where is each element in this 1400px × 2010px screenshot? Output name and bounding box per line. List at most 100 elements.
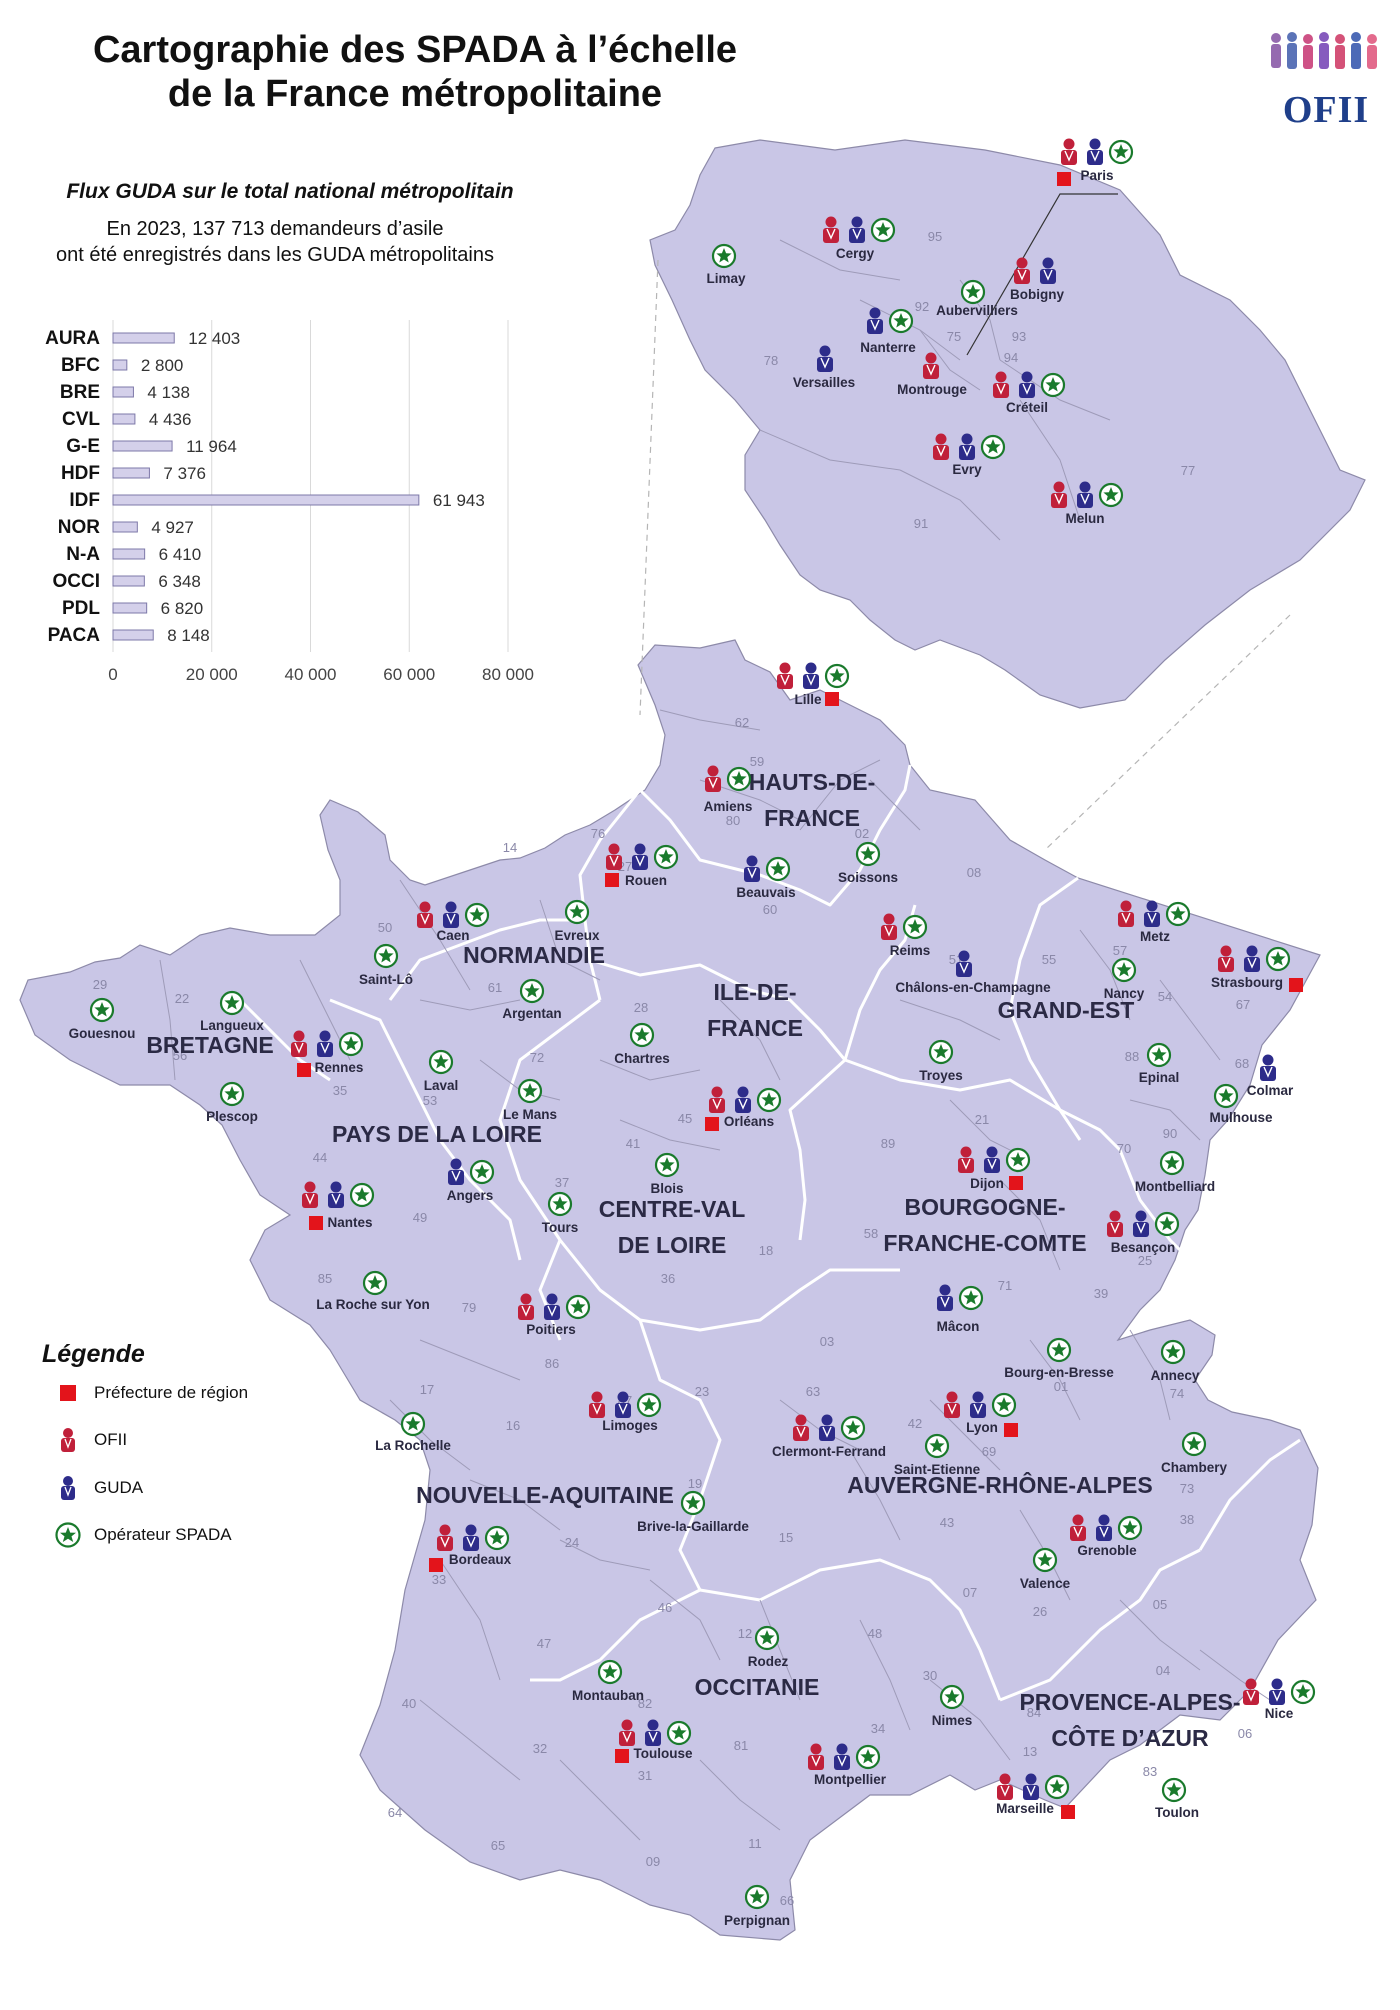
department-number: 16 (506, 1418, 520, 1433)
city-marker: Troyes (919, 1039, 963, 1083)
department-number: 63 (806, 1384, 820, 1399)
guda-person-icon (744, 855, 760, 882)
category-label: G-E (66, 436, 100, 457)
city-marker: Dijon (958, 1146, 1031, 1191)
city-label: Dijon (970, 1176, 1004, 1191)
category-label: HDF (61, 463, 100, 484)
guda-person-icon (1244, 945, 1260, 972)
city-label: Bordeaux (449, 1552, 512, 1567)
department-boundary (1129, 1099, 1201, 1141)
region-label: PAYS DE LA LOIRE (332, 1121, 542, 1147)
spada-star-icon (939, 1684, 965, 1710)
city-marker: Soissons (838, 841, 898, 885)
city-marker: Nancy (1104, 957, 1145, 1001)
department-number: 81 (734, 1738, 748, 1753)
ofii-person-icon (958, 1146, 974, 1173)
spada-star-icon (1159, 1150, 1185, 1176)
city-marker: Poitiers (518, 1293, 591, 1337)
spada-star-icon (1213, 1083, 1239, 1109)
guda-bar-chart: 0 20 000 40 000 60 000 80 000 AURA 12 403 BFC 2 … (45, 320, 534, 684)
region-boundary (999, 1548, 1201, 1702)
department-number: 14 (503, 840, 517, 855)
department-number: 70 (1117, 1141, 1131, 1156)
city-label: Rouen (625, 873, 667, 888)
spada-star-icon (754, 1625, 780, 1651)
category-label: AURA (45, 328, 100, 349)
department-boundary (419, 1699, 521, 1781)
city-label: Poitiers (526, 1322, 576, 1337)
department-boundary (859, 1619, 911, 1731)
paris-pointer-line (966, 193, 1118, 356)
guda-person-icon (632, 843, 648, 870)
title-line-1: Cartographie des SPADA à l’échelle (92, 29, 738, 71)
city-marker: Toulouse (615, 1719, 693, 1763)
city-marker: Perpignan (724, 1884, 790, 1928)
department-boundary (1029, 1339, 1081, 1421)
city-marker: Melun (1051, 481, 1124, 526)
city-marker: Montpellier (808, 1743, 887, 1787)
city-label: Metz (1140, 929, 1170, 944)
department-boundary (159, 959, 176, 1081)
red-square-icon (60, 1385, 76, 1401)
city-label: Angers (447, 1188, 494, 1203)
data-label: 8 148 (167, 626, 210, 645)
city-label: Clermont-Ferrand (772, 1444, 886, 1459)
department-boundary (719, 999, 781, 1081)
spada-star-icon (1044, 1774, 1070, 1800)
city-label: Nancy (1104, 986, 1145, 1001)
spada-star-icon (1160, 1339, 1186, 1365)
spada-star-icon (991, 1392, 1017, 1418)
department-boundary (1159, 979, 1221, 1061)
city-marker: Besançon (1107, 1210, 1180, 1255)
region-boundary (699, 1558, 1002, 1701)
spada-star-icon (519, 978, 545, 1004)
city-marker: Limay (706, 243, 746, 286)
city-marker: Amiens (704, 765, 752, 814)
city-marker: Cergy (823, 216, 896, 261)
city-marker: Marseille (996, 1773, 1075, 1819)
x-tick-label: 0 (108, 665, 117, 684)
department-number: 79 (462, 1300, 476, 1315)
spada-star-icon (349, 1182, 375, 1208)
city-marker: Colmar (1247, 1054, 1294, 1098)
region-label: BOURGOGNE- (905, 1194, 1066, 1220)
department-number: 35 (333, 1083, 347, 1098)
x-tick-label: 20 000 (186, 665, 238, 684)
spada-star-icon (597, 1659, 623, 1685)
department-boundary (999, 1179, 1061, 1271)
department-number: 07 (963, 1585, 977, 1600)
ofii-logo: OFII (1262, 28, 1390, 131)
spada-star-icon (1146, 1042, 1172, 1068)
city-marker: Rodez (748, 1625, 789, 1669)
city-marker: Montauban (572, 1659, 644, 1703)
ofii-person-icon (997, 1773, 1013, 1800)
legend-item-ofii: OFII (50, 1427, 127, 1453)
inset-leader-line (1044, 614, 1291, 851)
department-number: 25 (1138, 1253, 1152, 1268)
spada-star-icon (824, 663, 850, 689)
spada-star-icon (1040, 372, 1066, 398)
city-label: La Rochelle (375, 1438, 451, 1453)
region-boundary (329, 998, 522, 1261)
guda-person-icon (443, 901, 459, 928)
city-marker: Evreux (554, 899, 600, 943)
guda-person-icon (867, 307, 883, 334)
spada-star-icon (958, 1285, 984, 1311)
city-marker: Argentan (502, 978, 562, 1021)
category-label: PDL (62, 598, 100, 619)
department-number: 31 (638, 1768, 652, 1783)
region-label: CENTRE-VAL (599, 1196, 746, 1222)
city-label: Montbelliard (1135, 1179, 1215, 1194)
chart-title: Flux GUDA sur le total national métropol… (66, 180, 514, 203)
department-number: 83 (1143, 1764, 1157, 1779)
france-territory (19, 639, 1321, 1941)
city-label: Nice (1265, 1706, 1294, 1721)
guda-person-icon (645, 1719, 661, 1746)
city-marker: Aubervilliers (936, 279, 1018, 318)
bar (112, 332, 175, 344)
category-label: BRE (60, 382, 100, 403)
city-label: La Roche sur Yon (316, 1297, 430, 1312)
bar (112, 494, 420, 506)
legend-label: OFII (94, 1430, 128, 1449)
region-boundary (498, 998, 641, 1322)
